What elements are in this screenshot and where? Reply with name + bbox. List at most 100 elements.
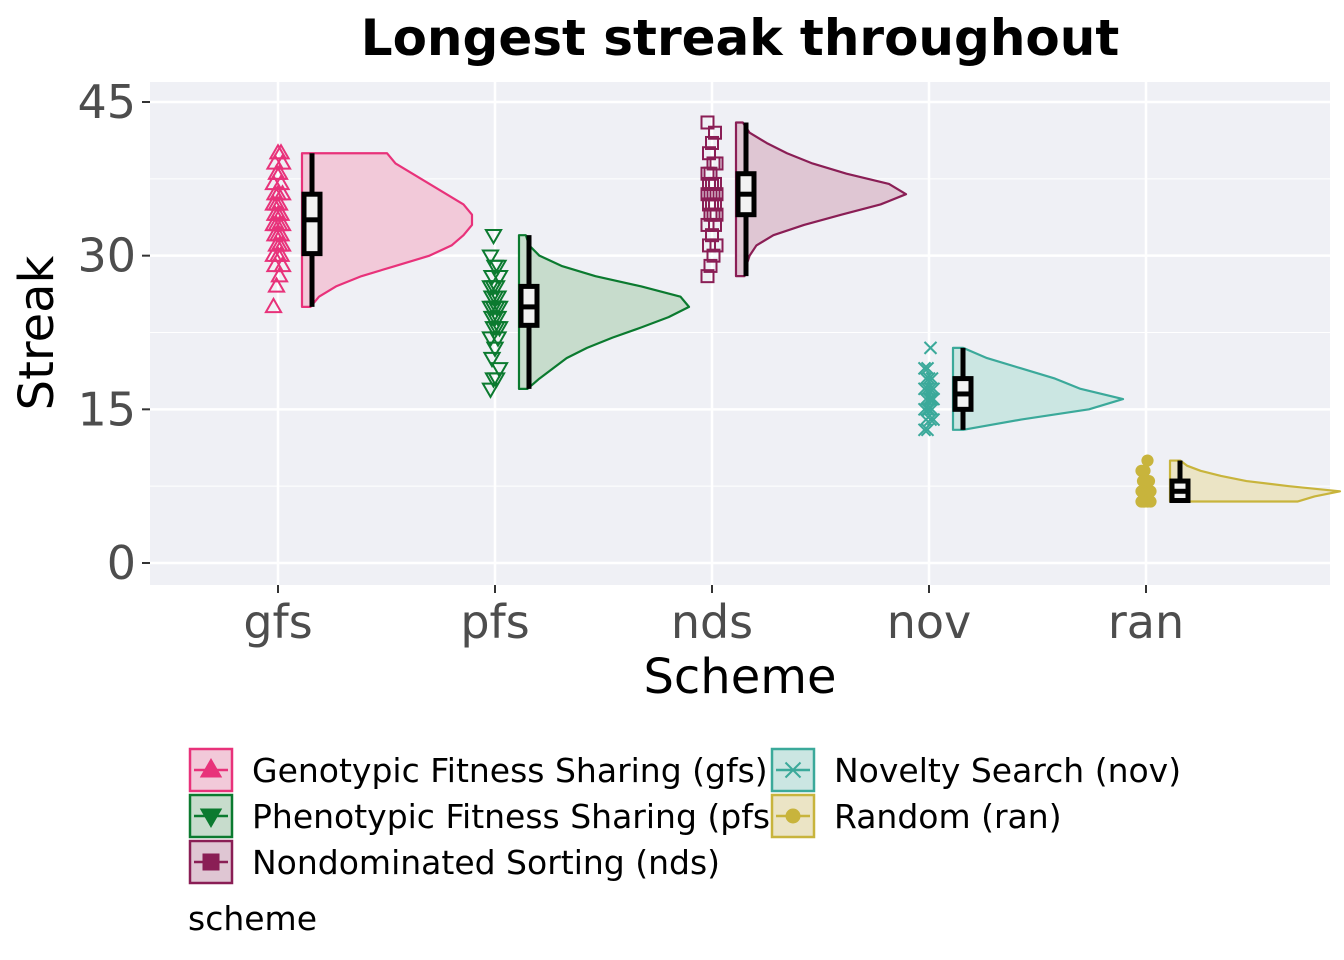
density-cloud-gfs [300, 152, 474, 308]
legend-item-gfs: Genotypic Fitness Sharing (gfs) [188, 747, 768, 793]
x-tick-label-gfs: gfs [243, 595, 312, 649]
data-point-nds [703, 258, 718, 273]
data-point-gfs [264, 296, 283, 314]
data-point-nov-stroke [923, 392, 938, 406]
data-point-gfs [267, 276, 286, 293]
data-point-nds [709, 156, 724, 171]
legend-item-nds: Nondominated Sorting (nds) [188, 839, 720, 885]
data-point-pfs [481, 249, 500, 266]
data-point-pfs [481, 331, 500, 348]
legend-item-pfs: Phenotypic Fitness Sharing (pfs) [188, 793, 783, 839]
data-point-nov [923, 392, 938, 406]
data-point-ran [1138, 464, 1151, 477]
data-point-gfs [270, 163, 289, 180]
legend-label-nds: Nondominated Sorting (nds) [252, 843, 720, 882]
data-point-gfs [270, 194, 289, 211]
data-point-pfs [482, 269, 502, 287]
data-point-nov-stroke [917, 361, 932, 376]
legend-marker-nds [202, 853, 220, 871]
data-point-gfs [273, 214, 292, 232]
data-point-nds [706, 248, 721, 263]
data-point-gfs [268, 184, 288, 201]
legend-item-nov: Novelty Search (nov) [770, 747, 1181, 793]
box-gfs [301, 191, 323, 257]
legend-marker-ran [785, 808, 801, 824]
data-point-nds [709, 207, 724, 222]
data-point-gfs [264, 245, 283, 262]
data-point-nov-stroke [922, 402, 936, 417]
data-point-pfs [487, 372, 506, 389]
legend-marker-pfs [199, 808, 223, 829]
data-point-nov [923, 341, 938, 355]
data-point-gfs [273, 235, 292, 252]
data-point-gfs [264, 173, 283, 191]
data-point-gfs [270, 266, 289, 283]
raincloud-nds [700, 115, 908, 284]
chart-marks [264, 115, 1342, 508]
data-point-gfs [271, 204, 291, 221]
data-point-nds [709, 187, 724, 202]
data-point-nds [708, 176, 722, 191]
data-point-nov [917, 361, 932, 376]
raincloud-gfs [264, 143, 474, 314]
data-point-nds [708, 217, 722, 232]
legend-label-gfs: Genotypic Fitness Sharing (gfs) [252, 751, 768, 790]
data-point-pfs [488, 259, 508, 276]
data-point-ran [1141, 454, 1154, 467]
raincloud-nov [917, 341, 1125, 437]
data-point-ran [1136, 495, 1150, 508]
data-point-pfs [487, 280, 506, 297]
legend-label-pfs: Phenotypic Fitness Sharing (pfs) [252, 797, 783, 836]
data-point-gfs [265, 153, 285, 170]
x-tick-label-pfs: pfs [460, 595, 529, 649]
chart-title: Longest streak throughout [361, 9, 1120, 67]
data-point-gfs [271, 143, 291, 160]
y-axis: 0 15 30 45 [77, 75, 150, 590]
legend-marker-nov-stroke [784, 761, 802, 779]
data-point-pfs [481, 382, 500, 399]
data-point-gfs [265, 255, 285, 273]
data-point-nds [708, 197, 722, 212]
x-axis: gfs pfs nds nov ran [243, 585, 1184, 649]
data-point-pfs [484, 228, 503, 246]
data-point-nov-stroke [925, 371, 939, 386]
data-point-pfs [490, 362, 509, 379]
y-tick-label: 0 [107, 536, 136, 590]
data-point-nov [925, 371, 939, 386]
data-point-pfs [485, 341, 505, 358]
data-point-nds [708, 125, 722, 140]
x-axis-title: Scheme [643, 649, 836, 705]
data-point-nov [920, 361, 935, 376]
data-point-nds [700, 269, 715, 284]
legend-marker-gfs [199, 757, 223, 778]
legend-title: scheme [188, 899, 317, 938]
data-point-pfs [482, 351, 502, 369]
x-tick-label-nds: nds [671, 595, 753, 649]
data-point-gfs [271, 225, 291, 242]
data-point-ran [1144, 485, 1157, 498]
y-axis-title: Streak [9, 255, 65, 410]
x-tick-label-nov: nov [887, 595, 972, 649]
data-point-ran [1142, 474, 1156, 488]
data-point-nds [705, 135, 719, 150]
legend-marker-nov [784, 761, 802, 779]
data-point-nds [709, 238, 724, 253]
raincloud-ran [1135, 454, 1342, 508]
legend-label-ran: Random (ran) [834, 797, 1062, 836]
x-tick-label-ran: ran [1108, 595, 1184, 649]
y-tick-label: 45 [77, 75, 136, 129]
data-point-nds [702, 238, 716, 253]
y-tick-label: 30 [77, 229, 136, 283]
legend-item-ran: Random (ran) [770, 793, 1062, 839]
raincloud-pfs [481, 228, 691, 399]
data-point-nov-stroke [923, 341, 938, 355]
legend-label-nov: Novelty Search (nov) [834, 751, 1181, 790]
legend: Genotypic Fitness Sharing (gfs) Phenotypi… [188, 747, 1181, 885]
data-point-nds [702, 146, 716, 161]
data-point-nds [700, 115, 715, 130]
data-point-nds [705, 228, 719, 243]
data-point-nov-stroke [920, 361, 935, 376]
y-tick-label: 15 [77, 382, 136, 436]
density-cloud-nds [734, 121, 908, 278]
